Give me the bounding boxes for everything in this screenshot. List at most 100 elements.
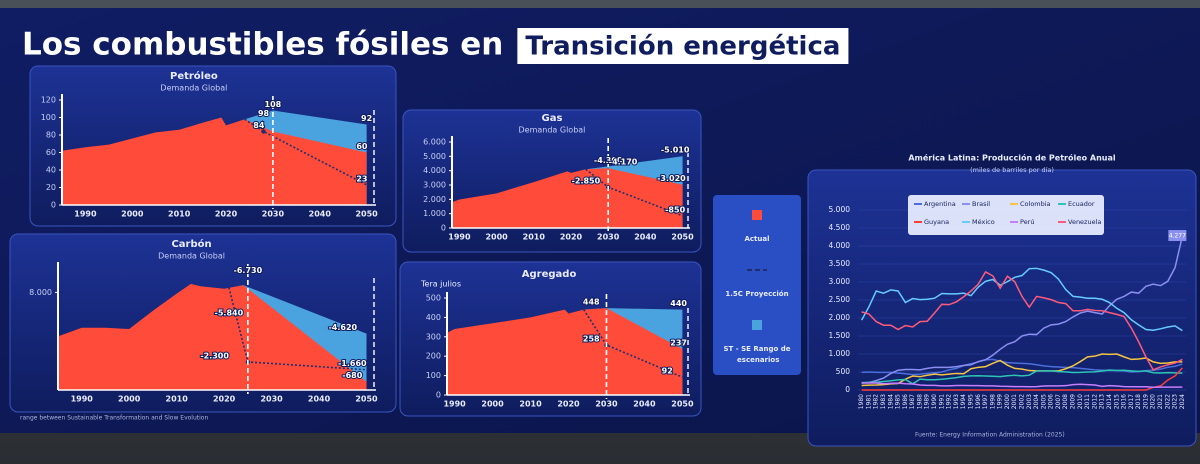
x-tick-label: 2010: [168, 210, 191, 219]
x-tick-label: 1987: [909, 394, 916, 409]
legend-label: ST - SE Rango de escenarios: [724, 345, 791, 364]
y-tick-label: 2.500: [829, 295, 851, 304]
annotation: 237: [670, 339, 687, 348]
x-tick-label: 2000: [485, 233, 508, 242]
x-tick-label: 2001: [1011, 394, 1018, 409]
x-tick-label: 2030: [262, 210, 285, 219]
annotation: 92: [361, 114, 372, 123]
x-tick-label: 2010: [1077, 394, 1084, 409]
annotation: -680: [342, 371, 362, 380]
x-tick-label: 2007: [1055, 394, 1062, 409]
footnote: range between Sustainable Transformation…: [20, 415, 208, 422]
y-tick-label: 120: [41, 96, 56, 105]
x-tick-label: 2005: [1040, 394, 1047, 409]
y-tick-label: 100: [426, 371, 441, 380]
x-tick-label: 2008: [1062, 394, 1069, 409]
y-tick-label: 1.000: [423, 209, 446, 218]
x-tick-label: 2040: [634, 233, 657, 242]
y-tick-label: 20: [46, 183, 56, 192]
y-tick-label: 5.000: [829, 205, 851, 214]
x-tick-label: 1989: [924, 394, 931, 409]
x-tick-label: 1980: [858, 394, 865, 409]
legend-label: Brasil: [972, 200, 990, 208]
x-tick-label: 2012: [1091, 394, 1098, 409]
legend-box: [908, 195, 1104, 235]
x-tick-label: 1999: [997, 394, 1004, 409]
annotation: -1.660: [338, 359, 367, 368]
x-tick-label: 1996: [975, 394, 982, 409]
source: Fuente: Energy Information Administratio…: [915, 432, 1065, 439]
title-highlight-box: [517, 28, 849, 64]
y-tick-label: 300: [426, 332, 441, 341]
x-tick-label: 1991: [938, 394, 945, 409]
x-tick-label: 2030: [597, 233, 620, 242]
annotation: 60: [356, 142, 368, 151]
x-tick-label: 2050: [355, 210, 378, 219]
chart-subtitle: (miles de barriles por día): [970, 166, 1054, 174]
x-tick-label: 2020: [560, 233, 583, 242]
x-tick-label: 2000: [1004, 394, 1011, 409]
area: [58, 283, 367, 390]
y-tick-label: 0: [51, 201, 56, 210]
x-tick-label: 2020: [213, 395, 236, 404]
x-tick-label: 2016: [1121, 394, 1128, 409]
x-tick-label: 2009: [1070, 394, 1077, 409]
y-tick-label: 3.000: [423, 181, 446, 190]
x-tick-label: 2010: [166, 395, 189, 404]
x-tick-label: 2020: [557, 400, 580, 409]
y-tick-label: 4.500: [829, 223, 851, 232]
annotation: -4.620: [328, 323, 357, 332]
x-tick-label: 2024: [1179, 394, 1186, 409]
annotation: 440: [670, 299, 687, 308]
y-tick-label: 4.000: [829, 241, 851, 250]
x-tick-label: 2003: [1026, 394, 1033, 409]
y-tick-label: 200: [426, 352, 441, 361]
y-tick-label: 5.000: [423, 152, 446, 161]
x-tick-label: 2000: [481, 400, 504, 409]
annotation: -6.730: [234, 266, 263, 275]
area: [447, 308, 683, 395]
y-tick-label: 400: [426, 313, 441, 322]
y-tick-label: 4.000: [423, 166, 446, 175]
y-tick-label: 60: [46, 148, 56, 157]
x-tick-label: 1988: [916, 394, 923, 409]
annotation: -3.020: [657, 174, 686, 183]
series-line: [861, 235, 1184, 384]
legend-label: México: [972, 218, 995, 226]
legend-label: Actual: [744, 235, 769, 243]
y-tick-label: 2.000: [423, 195, 446, 204]
y-tick-label: 2.000: [829, 313, 851, 322]
x-tick-label: 2015: [1113, 394, 1120, 409]
annotation: 92: [662, 367, 673, 376]
x-tick-label: 2010: [523, 233, 546, 242]
series-line: [861, 382, 1183, 389]
y-tick-label: 100: [41, 113, 56, 122]
value-label-box: [1168, 230, 1187, 242]
x-tick-label: 1986: [902, 394, 909, 409]
x-tick-label: 2019: [1142, 394, 1149, 409]
x-tick-label: 1995: [967, 394, 974, 409]
x-tick-label: 2030: [595, 400, 618, 409]
legend-label: Argentina: [924, 200, 956, 208]
y-tick-label: 40: [46, 166, 56, 175]
x-tick-label: 2023: [1172, 394, 1179, 409]
legend-label: Perú: [1020, 218, 1034, 226]
annotation: -5.010: [661, 146, 690, 155]
y-tick-label: 0: [436, 391, 441, 400]
series-line: [861, 270, 1183, 371]
x-tick-label: 2022: [1164, 394, 1171, 409]
x-tick-label: 1992: [946, 394, 953, 409]
x-tick-label: 1982: [873, 394, 880, 409]
x-tick-label: 2020: [215, 210, 238, 219]
page-title: Los combustibles fósiles en: [22, 27, 503, 63]
annotation: 258: [583, 334, 600, 343]
x-tick-label: 1990: [71, 395, 94, 404]
x-tick-label: 2014: [1106, 394, 1113, 409]
x-tick-label: 2002: [1019, 394, 1026, 409]
y-axis-label: Tera julios: [420, 280, 461, 289]
panel: [807, 169, 1197, 447]
x-tick-label: 1993: [953, 394, 960, 409]
y-tick-label: 500: [836, 367, 851, 376]
y-tick-label: 1.000: [829, 349, 851, 358]
